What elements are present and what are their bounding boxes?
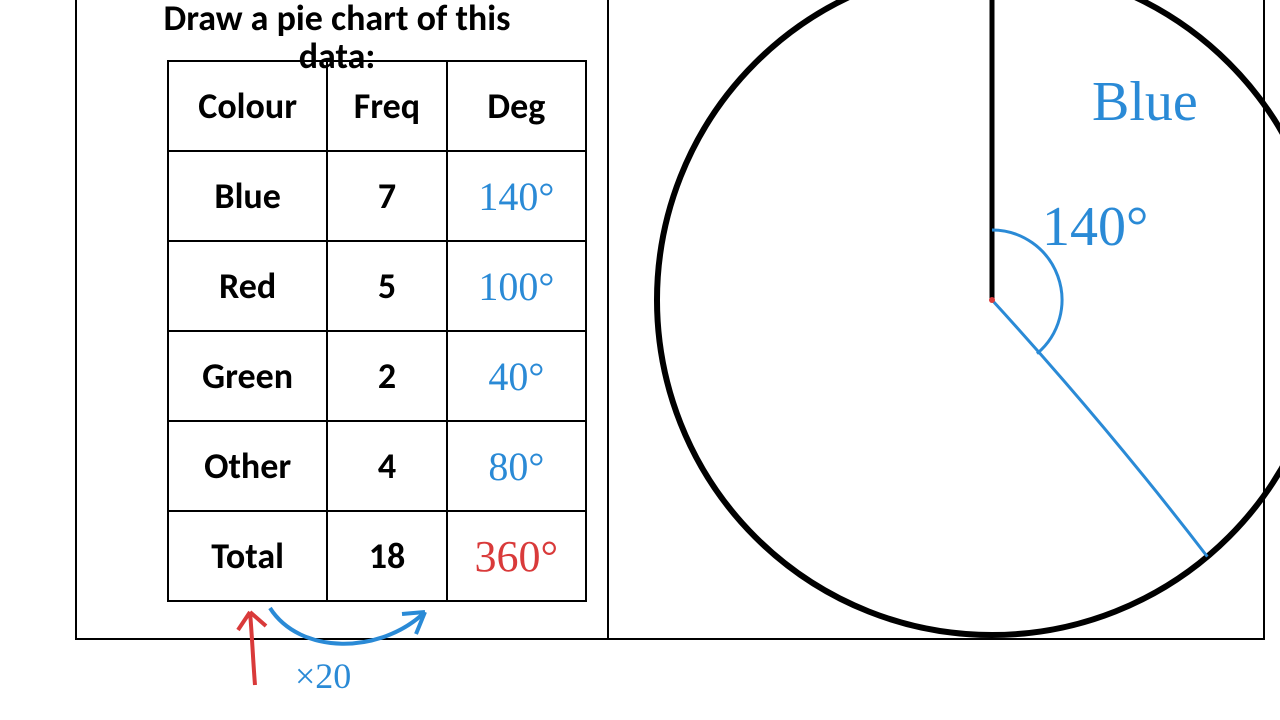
cell-colour: Other bbox=[168, 421, 327, 511]
cell-colour: Total bbox=[168, 511, 327, 601]
cell-freq: 2 bbox=[327, 331, 446, 421]
col-header-deg: Deg bbox=[447, 61, 586, 151]
cell-freq: 7 bbox=[327, 151, 446, 241]
cell-freq: 18 bbox=[327, 511, 446, 601]
col-header-freq: Freq bbox=[327, 61, 446, 151]
page: Draw a pie chart of this data: Colour Fr… bbox=[0, 0, 1280, 720]
pie-chart-area: Blue 140° bbox=[612, 0, 1280, 640]
deg-value: 80° bbox=[488, 444, 544, 489]
table-row-total: Total 18 360° bbox=[168, 511, 586, 601]
table-row: Green 2 40° bbox=[168, 331, 586, 421]
deg-value: 140° bbox=[478, 174, 554, 219]
table-row: Red 5 100° bbox=[168, 241, 586, 331]
worksheet-frame: Draw a pie chart of this data: Colour Fr… bbox=[75, 0, 1265, 640]
deg-value: 40° bbox=[488, 354, 544, 399]
deg-value: 100° bbox=[478, 264, 554, 309]
centre-dot-icon bbox=[989, 297, 995, 303]
data-table: Colour Freq Deg Blue 7 140° Red 5 100° G… bbox=[167, 60, 587, 602]
arrow-multiply-blue bbox=[270, 608, 425, 644]
cell-deg: 100° bbox=[447, 241, 586, 331]
cell-deg: 140° bbox=[447, 151, 586, 241]
arrow-up-red bbox=[250, 612, 255, 685]
panel-divider bbox=[607, 0, 609, 640]
multiply-label: ×20 bbox=[295, 655, 351, 697]
table-row: Blue 7 140° bbox=[168, 151, 586, 241]
cell-colour: Green bbox=[168, 331, 327, 421]
table-row: Other 4 80° bbox=[168, 421, 586, 511]
cell-deg: 80° bbox=[447, 421, 586, 511]
col-header-colour: Colour bbox=[168, 61, 327, 151]
cell-colour: Blue bbox=[168, 151, 327, 241]
cell-colour: Red bbox=[168, 241, 327, 331]
slice-label-blue: Blue bbox=[1092, 70, 1198, 134]
angle-label-140: 140° bbox=[1042, 195, 1148, 259]
radius-140deg bbox=[992, 300, 1207, 557]
cell-deg: 40° bbox=[447, 331, 586, 421]
cell-deg: 360° bbox=[447, 511, 586, 601]
cell-freq: 5 bbox=[327, 241, 446, 331]
table-header-row: Colour Freq Deg bbox=[168, 61, 586, 151]
deg-total: 360° bbox=[475, 532, 559, 581]
under-table-annotations: ×20 bbox=[190, 600, 510, 700]
cell-freq: 4 bbox=[327, 421, 446, 511]
